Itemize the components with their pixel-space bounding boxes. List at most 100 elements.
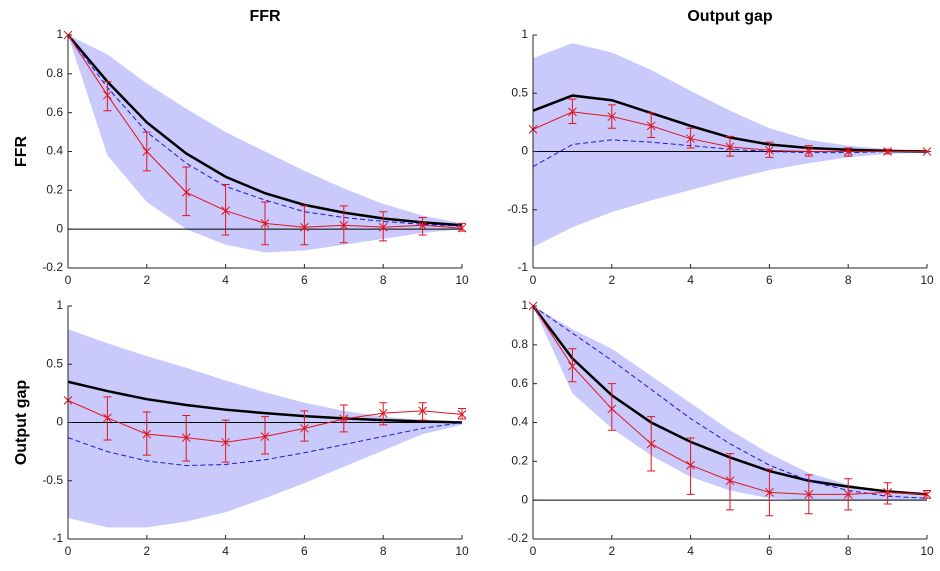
x-tick-label: 0 xyxy=(530,273,537,287)
x-tick-label: 4 xyxy=(687,544,694,558)
y-tick-label: 0.6 xyxy=(46,105,63,119)
series-line xyxy=(67,422,463,467)
error-bar xyxy=(300,410,309,442)
y-tick-label: 0.2 xyxy=(46,183,63,197)
series-line xyxy=(67,380,463,424)
marker xyxy=(568,361,577,371)
y-tick-label: 0.8 xyxy=(511,337,528,351)
marker xyxy=(378,408,388,418)
x-tick-label: 2 xyxy=(143,273,150,287)
y-tick-label: -0.5 xyxy=(507,202,528,216)
y-tick-label: 0.4 xyxy=(46,144,63,158)
error-bar xyxy=(221,184,230,236)
error-bar xyxy=(418,217,427,236)
marker xyxy=(260,218,270,228)
marker xyxy=(260,432,270,441)
error-bar xyxy=(686,437,695,495)
marker xyxy=(181,433,191,442)
marker xyxy=(765,145,774,155)
y-axis-label: FFR xyxy=(13,136,30,168)
marker xyxy=(922,147,932,156)
marker xyxy=(378,222,388,232)
marker xyxy=(457,223,467,233)
y-tick-label: 1 xyxy=(56,27,63,41)
y-tick-label: 0.8 xyxy=(46,66,63,80)
marker xyxy=(883,488,892,497)
marker xyxy=(804,147,814,156)
series-line xyxy=(67,34,463,227)
y-tick-label: 0 xyxy=(521,144,528,158)
confidence-band xyxy=(68,35,462,253)
x-tick-label: 0 xyxy=(530,544,537,558)
marker xyxy=(607,112,617,121)
marker xyxy=(922,489,932,499)
marker xyxy=(221,437,230,447)
marker xyxy=(843,147,853,156)
marker xyxy=(686,460,695,470)
y-tick-label: 0.2 xyxy=(511,454,528,468)
error-bar xyxy=(339,205,348,244)
marker xyxy=(843,489,853,499)
x-tick-label: 4 xyxy=(687,273,694,287)
marker xyxy=(103,413,112,423)
x-tick-label: 8 xyxy=(845,544,852,558)
x-tick-label: 10 xyxy=(920,544,934,558)
error-bar xyxy=(379,211,388,242)
error-bar xyxy=(221,419,230,463)
x-tick-label: 4 xyxy=(222,273,229,287)
y-tick-label: -0.5 xyxy=(42,473,63,487)
error-bar xyxy=(300,205,309,246)
y-tick-label: 0 xyxy=(56,415,63,429)
y-tick-label: 0.6 xyxy=(511,376,528,390)
x-tick-label: 0 xyxy=(65,273,72,287)
y-axis-label: Output gap xyxy=(13,380,30,466)
y-tick-label: -1 xyxy=(52,531,63,545)
y-tick-label: 0.4 xyxy=(511,415,528,429)
marker xyxy=(339,220,349,230)
series-line xyxy=(532,305,928,499)
y-tick-label: -1 xyxy=(517,260,528,274)
marker xyxy=(457,409,467,419)
x-tick-label: 0 xyxy=(65,544,72,558)
x-tick-label: 4 xyxy=(222,544,229,558)
marker xyxy=(142,429,152,439)
x-tick-label: 6 xyxy=(301,273,308,287)
chart-title: FFR xyxy=(249,8,281,25)
x-tick-label: 8 xyxy=(380,544,387,558)
marker xyxy=(181,187,191,197)
x-tick-label: 10 xyxy=(455,273,469,287)
marker xyxy=(883,147,892,156)
marker xyxy=(646,439,656,449)
error-bar xyxy=(103,81,112,112)
marker xyxy=(725,476,735,486)
marker xyxy=(221,206,230,216)
marker xyxy=(300,222,309,232)
error-bar xyxy=(261,416,269,455)
marker xyxy=(765,488,774,497)
x-tick-label: 2 xyxy=(608,544,615,558)
x-tick-label: 6 xyxy=(766,273,773,287)
x-tick-label: 8 xyxy=(380,273,387,287)
x-tick-label: 6 xyxy=(301,544,308,558)
y-tick-label: 0 xyxy=(521,492,528,506)
y-tick-label: 0.5 xyxy=(511,85,528,99)
y-tick-label: -0.2 xyxy=(42,260,63,274)
marker xyxy=(418,220,427,230)
error-bar xyxy=(182,166,191,217)
x-tick-label: 10 xyxy=(455,544,469,558)
marker xyxy=(607,404,617,414)
y-tick-label: 1 xyxy=(521,298,528,312)
x-tick-label: 6 xyxy=(766,544,773,558)
marker xyxy=(725,142,735,152)
marker xyxy=(300,423,309,433)
marker xyxy=(339,414,349,424)
chart-title: Output gap xyxy=(687,8,773,25)
series-line xyxy=(67,34,463,227)
error-bar xyxy=(568,348,577,383)
marker xyxy=(686,134,695,144)
marker xyxy=(804,489,814,499)
y-tick-label: 0 xyxy=(56,221,63,235)
marker xyxy=(103,90,112,100)
